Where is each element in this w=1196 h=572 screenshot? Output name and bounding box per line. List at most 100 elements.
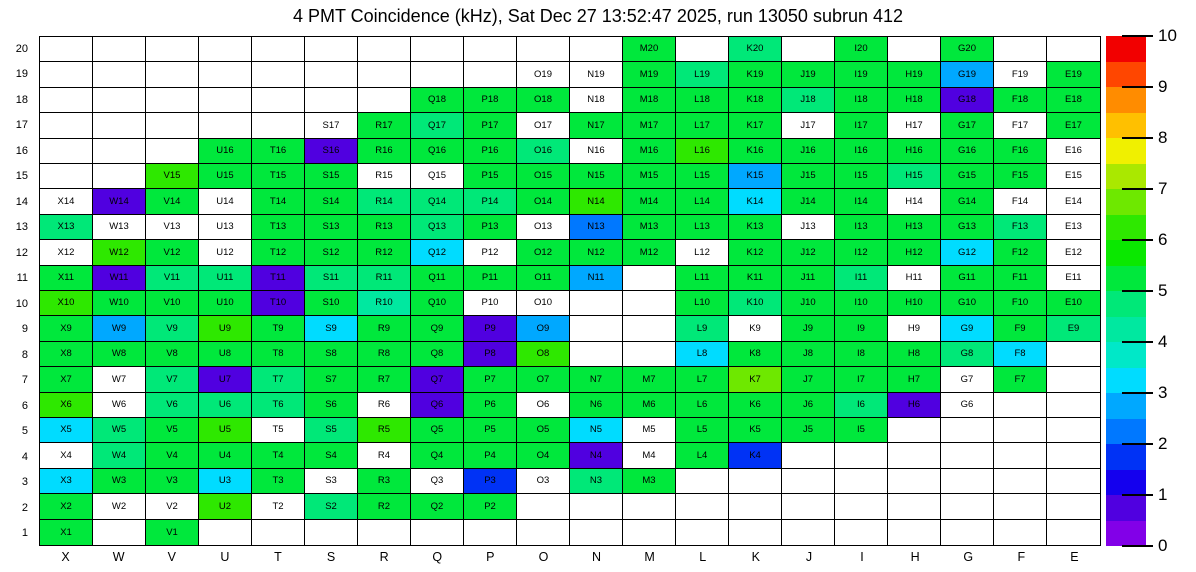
heatmap-cell: R5 [358, 417, 411, 444]
colorbar-band [1106, 495, 1146, 521]
heatmap-cell [93, 87, 146, 114]
heatmap-cell: I8 [835, 341, 888, 368]
colorbar-tick-label: 5 [1158, 281, 1168, 300]
heatmap-cell: N18 [570, 87, 623, 114]
heatmap-cell [994, 468, 1047, 495]
heatmap-cell [517, 37, 570, 63]
heatmap-cell: K8 [729, 341, 782, 368]
x-axis-label: J [805, 550, 813, 564]
heatmap-cell: V10 [146, 290, 199, 317]
heatmap-cell [146, 37, 199, 63]
heatmap-cell: X4 [40, 443, 93, 469]
heatmap-cell: T12 [252, 240, 305, 266]
heatmap-cell: N4 [570, 443, 623, 469]
heatmap-cell [1047, 469, 1100, 495]
heatmap-cell: Q2 [411, 494, 464, 520]
heatmap-cell: H13 [888, 214, 941, 241]
heatmap-cell [570, 494, 623, 520]
heatmap-cell: O5 [517, 417, 570, 444]
heatmap-cell: N17 [570, 113, 623, 139]
heatmap-cell: K11 [729, 265, 782, 291]
y-axis-label: 15 [15, 170, 28, 183]
heatmap-cell [40, 37, 93, 63]
heatmap-cell: S6 [305, 392, 358, 418]
heatmap-cell: Q14 [411, 189, 464, 215]
heatmap-cell: Q7 [411, 367, 464, 393]
x-axis-label: W [112, 550, 125, 564]
heatmap-cell: O10 [517, 290, 570, 317]
heatmap-cell: W12 [93, 240, 146, 266]
y-axis-label: 6 [21, 399, 28, 412]
heatmap-cell: P14 [464, 189, 517, 215]
heatmap-cell: P12 [464, 240, 517, 266]
heatmap-cell: H19 [888, 62, 941, 88]
heatmap-cell: V8 [146, 341, 199, 368]
heatmap-cell [40, 163, 93, 190]
heatmap-cell: M6 [623, 392, 676, 418]
heatmap-cell: H16 [888, 138, 941, 164]
heatmap-cell: K12 [729, 240, 782, 266]
heatmap-cell: F11 [994, 265, 1047, 291]
y-axis-label: 7 [21, 374, 28, 387]
heatmap-cell: G13 [941, 214, 994, 241]
heatmap-cell: O17 [517, 113, 570, 139]
heatmap-cell: O4 [517, 443, 570, 469]
heatmap-cell [411, 62, 464, 88]
heatmap-cell [623, 519, 676, 545]
heatmap-cell: G11 [941, 265, 994, 291]
heatmap-cell: H10 [888, 290, 941, 317]
heatmap-cell: X7 [40, 367, 93, 393]
heatmap-cell: X5 [40, 417, 93, 444]
heatmap-cell: Q12 [411, 240, 464, 266]
colorbar-tick-label: 2 [1158, 434, 1168, 453]
heatmap-cell [994, 37, 1047, 63]
heatmap-cell [623, 316, 676, 342]
heatmap-cell: U2 [199, 494, 252, 520]
heatmap-cell: W11 [93, 265, 146, 291]
heatmap-cell: I16 [835, 138, 888, 164]
heatmap-cell: O6 [517, 392, 570, 418]
heatmap-cell: F12 [994, 240, 1047, 266]
heatmap-cell: P2 [464, 494, 517, 520]
heatmap-cell [1047, 418, 1100, 444]
heatmap-cell: L8 [676, 341, 729, 368]
heatmap-cell: I13 [835, 214, 888, 241]
heatmap-cell [252, 87, 305, 114]
colorbar-tick [1122, 494, 1153, 496]
y-axis-label: 10 [15, 297, 28, 310]
x-axis-label: G [963, 550, 974, 564]
heatmap-cell: N16 [570, 138, 623, 164]
heatmap-cell [358, 87, 411, 114]
heatmap-cell: K19 [729, 62, 782, 88]
heatmap-cell: U13 [199, 214, 252, 241]
heatmap-cell: P6 [464, 392, 517, 418]
heatmap-cell: N11 [570, 265, 623, 291]
x-axis-label: I [860, 550, 864, 564]
heatmap-cell: V15 [146, 163, 199, 190]
heatmap-cell: W5 [93, 417, 146, 444]
heatmap-cell: W2 [93, 494, 146, 520]
heatmap-cell: K10 [729, 290, 782, 317]
heatmap-cell [623, 494, 676, 520]
heatmap-cell: E11 [1047, 266, 1100, 291]
heatmap-cell: N15 [570, 163, 623, 190]
heatmap-cell: E18 [1047, 87, 1100, 114]
heatmap-cell [146, 62, 199, 88]
heatmap-cell: J16 [782, 138, 835, 164]
heatmap-cell: F7 [994, 367, 1047, 393]
heatmap-cell: X6 [40, 392, 93, 418]
colorbar-tick [1122, 341, 1153, 343]
heatmap-cell: R4 [358, 443, 411, 469]
colorbar-band [1106, 112, 1146, 138]
heatmap-cell: R16 [358, 138, 411, 164]
heatmap-cell: O8 [517, 341, 570, 368]
y-axis-label: 5 [21, 425, 28, 438]
heatmap-cell [888, 37, 941, 63]
heatmap-cell [305, 62, 358, 88]
heatmap-cell [994, 392, 1047, 418]
heatmap-cell [888, 443, 941, 469]
heatmap-cell: R15 [358, 163, 411, 190]
heatmap-cell: I18 [835, 87, 888, 114]
heatmap-cell [252, 113, 305, 139]
heatmap-cell: S9 [305, 316, 358, 342]
